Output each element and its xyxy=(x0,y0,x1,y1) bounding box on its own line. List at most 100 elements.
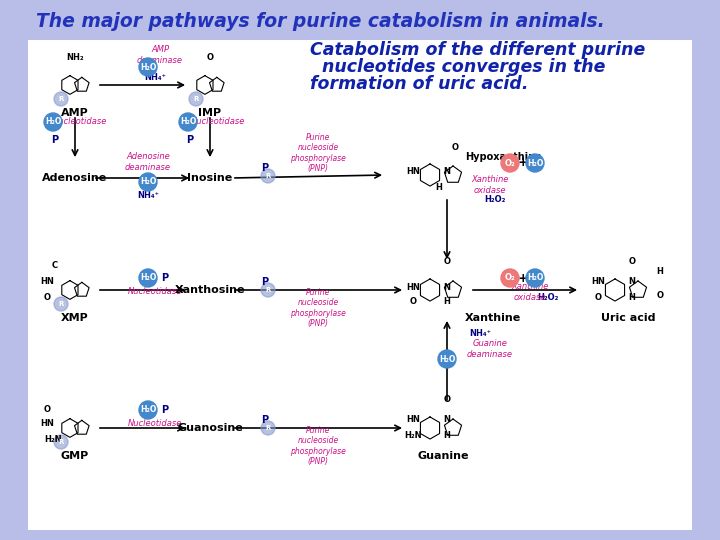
Text: The major pathways for purine catabolism in animals.: The major pathways for purine catabolism… xyxy=(36,12,605,31)
Text: H₂O: H₂O xyxy=(140,406,156,415)
Text: O: O xyxy=(657,291,664,300)
Text: N: N xyxy=(444,415,451,424)
Text: Catabolism of the different purine: Catabolism of the different purine xyxy=(310,41,645,59)
Circle shape xyxy=(139,173,157,191)
Text: O: O xyxy=(410,298,416,307)
Circle shape xyxy=(438,350,456,368)
Text: Guanine: Guanine xyxy=(418,451,469,461)
Text: Nucleotidase: Nucleotidase xyxy=(128,420,182,429)
Circle shape xyxy=(261,421,275,435)
Text: H: H xyxy=(657,267,663,276)
Text: Nucleotidase: Nucleotidase xyxy=(128,287,182,296)
Text: Adenosine: Adenosine xyxy=(42,173,107,183)
Text: Purine
nucleoside
phosphorylase
(PNP): Purine nucleoside phosphorylase (PNP) xyxy=(290,133,346,173)
Text: H₂N: H₂N xyxy=(44,435,62,444)
Text: N: N xyxy=(629,278,636,287)
Text: Nucleotidase: Nucleotidase xyxy=(53,118,107,126)
Circle shape xyxy=(139,58,157,76)
Text: O: O xyxy=(43,406,50,415)
Text: Guanosine: Guanosine xyxy=(177,423,243,433)
Text: C: C xyxy=(52,260,58,269)
Text: P: P xyxy=(186,135,194,145)
Text: Guanine
deaminase: Guanine deaminase xyxy=(467,339,513,359)
Text: H: H xyxy=(436,183,442,192)
Text: +: + xyxy=(518,272,528,285)
Circle shape xyxy=(54,297,68,311)
Text: Xanthosine: Xanthosine xyxy=(175,285,246,295)
Text: Hypoxanthine: Hypoxanthine xyxy=(465,152,541,162)
Text: P: P xyxy=(261,277,269,287)
Circle shape xyxy=(139,401,157,419)
Text: HN: HN xyxy=(591,278,605,287)
Text: H₂O: H₂O xyxy=(180,118,196,126)
Circle shape xyxy=(501,154,519,172)
Text: H: H xyxy=(444,298,451,307)
Text: GMP: GMP xyxy=(61,451,89,461)
Text: NH₄⁺: NH₄⁺ xyxy=(469,329,491,339)
Text: H₂O: H₂O xyxy=(140,178,156,186)
Text: R: R xyxy=(58,439,63,445)
Text: P: P xyxy=(261,163,269,173)
Text: P: P xyxy=(161,405,168,415)
Text: O: O xyxy=(451,143,459,152)
Text: R: R xyxy=(58,96,63,102)
Circle shape xyxy=(44,113,62,131)
Circle shape xyxy=(526,154,544,172)
Circle shape xyxy=(179,113,197,131)
Text: H₂O: H₂O xyxy=(527,273,543,282)
Circle shape xyxy=(189,92,203,106)
Text: NH₄⁺: NH₄⁺ xyxy=(137,192,159,200)
Text: H₂O₂: H₂O₂ xyxy=(537,294,559,302)
Text: HN: HN xyxy=(40,278,54,287)
Text: Inosine: Inosine xyxy=(187,173,233,183)
Text: O₂: O₂ xyxy=(505,273,516,282)
Circle shape xyxy=(261,283,275,297)
Text: O: O xyxy=(629,258,636,267)
Circle shape xyxy=(139,269,157,287)
Text: NH₂: NH₂ xyxy=(66,52,84,62)
Text: O: O xyxy=(207,52,214,62)
Text: P: P xyxy=(51,135,58,145)
Circle shape xyxy=(501,269,519,287)
Text: Purine
nucleoside
phosphorylase
(PNP): Purine nucleoside phosphorylase (PNP) xyxy=(290,426,346,466)
Text: N: N xyxy=(444,167,451,177)
Circle shape xyxy=(54,92,68,106)
Text: Xanthine: Xanthine xyxy=(465,313,521,323)
Text: XMP: XMP xyxy=(61,313,89,323)
Text: R: R xyxy=(193,96,199,102)
Text: H: H xyxy=(444,431,451,441)
Circle shape xyxy=(261,169,275,183)
Text: H₂N: H₂N xyxy=(404,431,422,441)
Text: HN: HN xyxy=(406,167,420,177)
Text: H₂O: H₂O xyxy=(45,118,61,126)
Text: Xanthine
oxidase: Xanthine oxidase xyxy=(511,282,549,302)
Text: H₂O₂: H₂O₂ xyxy=(485,195,505,205)
Text: HN: HN xyxy=(406,282,420,292)
Text: N: N xyxy=(444,282,451,292)
Text: R: R xyxy=(265,425,271,431)
Text: R: R xyxy=(265,287,271,293)
Text: O: O xyxy=(43,294,50,302)
Text: O: O xyxy=(444,258,451,267)
Text: R: R xyxy=(58,301,63,307)
Text: IMP: IMP xyxy=(199,108,222,118)
Text: O₂: O₂ xyxy=(505,159,516,167)
Circle shape xyxy=(526,269,544,287)
Text: H₂O: H₂O xyxy=(438,354,455,363)
Text: Adenosine
deaminase: Adenosine deaminase xyxy=(125,152,171,172)
Text: P: P xyxy=(261,415,269,425)
Text: Nucleotidase: Nucleotidase xyxy=(191,118,246,126)
Text: NH₄⁺: NH₄⁺ xyxy=(144,72,166,82)
Text: AMP
deaminase: AMP deaminase xyxy=(137,45,183,65)
Text: H₂O: H₂O xyxy=(527,159,543,167)
Text: P: P xyxy=(161,273,168,283)
Text: nucleotides converges in the: nucleotides converges in the xyxy=(310,58,606,76)
Text: Purine
nucleoside
phosphorylase
(PNP): Purine nucleoside phosphorylase (PNP) xyxy=(290,288,346,328)
Text: O: O xyxy=(444,395,451,404)
Text: H₂O: H₂O xyxy=(140,63,156,71)
Circle shape xyxy=(54,435,68,449)
Text: Xanthine
oxidase: Xanthine oxidase xyxy=(472,176,509,195)
Text: HN: HN xyxy=(406,415,420,424)
Text: O: O xyxy=(595,294,601,302)
Text: Uric acid: Uric acid xyxy=(600,313,655,323)
